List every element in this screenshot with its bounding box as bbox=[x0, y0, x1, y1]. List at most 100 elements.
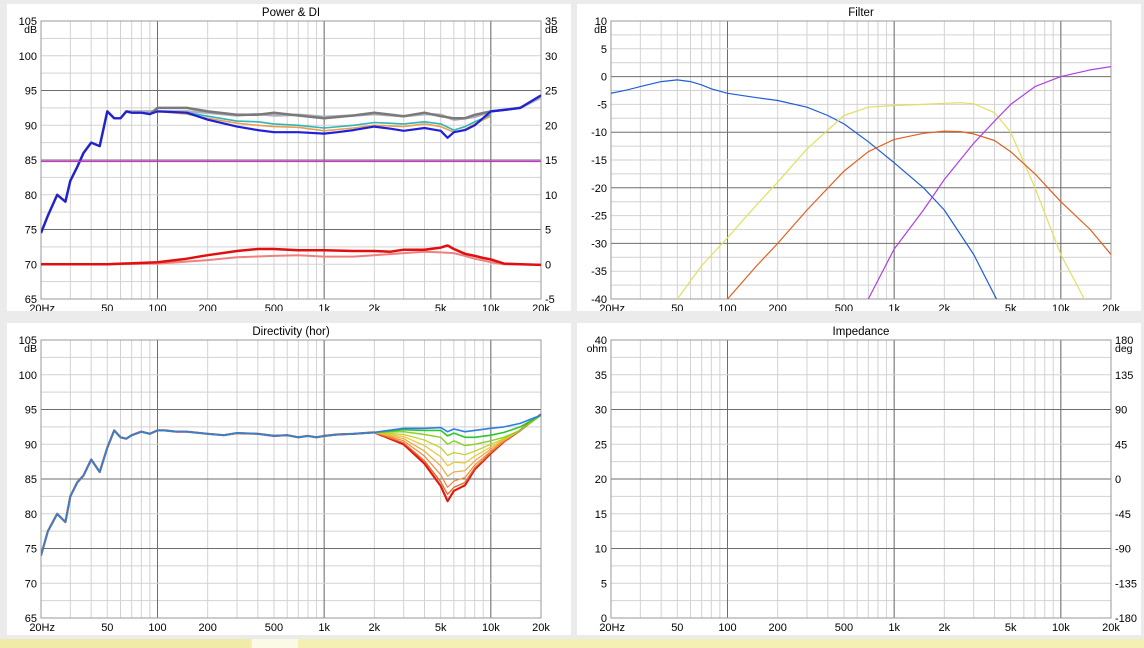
plot-frame bbox=[610, 20, 1112, 300]
x-tick-label: 100 bbox=[718, 303, 736, 311]
chart-title: Impedance bbox=[833, 326, 890, 338]
directivity-panel: Directivity (hor) 65 70 75 80 85 90 95 100 105 dB 2… bbox=[7, 323, 571, 635]
x-tick-label: 500 bbox=[835, 303, 853, 311]
y-tick-label: 0 bbox=[601, 72, 607, 84]
y2-tick-label: 45 bbox=[1115, 439, 1127, 451]
y-tick-label: 95 bbox=[25, 405, 37, 417]
y-tick-label: 5 bbox=[601, 578, 607, 590]
y2-tick-label: 5 bbox=[545, 225, 551, 237]
y-tick-label: 10 bbox=[595, 16, 607, 28]
x-tick-label: 500 bbox=[265, 622, 283, 634]
y-tick-label: -35 bbox=[591, 266, 607, 278]
y-tick-label: -30 bbox=[591, 238, 607, 250]
y-tick-label: 5 bbox=[601, 44, 607, 56]
chart-title: Directivity (hor) bbox=[252, 326, 329, 338]
status-bar-segment bbox=[300, 639, 1144, 648]
y2-axis-unit: deg bbox=[1115, 343, 1133, 355]
y-axis-unit: dB bbox=[24, 343, 37, 355]
y-tick-label: 75 bbox=[25, 544, 37, 556]
plot-area bbox=[41, 94, 541, 267]
y2-tick-label: 180 bbox=[1115, 335, 1133, 347]
y2-axis-unit: dB bbox=[545, 24, 558, 36]
y-tick-label: 30 bbox=[595, 405, 607, 417]
x-tick-label: 2k bbox=[939, 303, 951, 311]
y-tick-label: 105 bbox=[19, 335, 37, 347]
plot-frame bbox=[40, 339, 542, 619]
y-tick-label: 80 bbox=[25, 509, 37, 521]
y-axis-unit: dB bbox=[594, 24, 607, 36]
status-bar-segment bbox=[0, 639, 250, 648]
x-tick-label: 20k bbox=[532, 303, 550, 311]
x-tick-label: 20k bbox=[532, 622, 550, 634]
y-tick-label: 100 bbox=[19, 370, 37, 382]
y-tick-label: 75 bbox=[25, 225, 37, 237]
x-tick-label: 500 bbox=[835, 622, 853, 634]
x-tick-label: 50 bbox=[671, 622, 683, 634]
y2-tick-label: 0 bbox=[545, 259, 551, 271]
x-tick-label: 200 bbox=[198, 622, 216, 634]
y-tick-label: 65 bbox=[25, 613, 37, 625]
y-axis-unit: ohm bbox=[587, 343, 608, 355]
y-tick-label: 65 bbox=[25, 294, 37, 306]
y-tick-label: 80 bbox=[25, 190, 37, 202]
x-tick-label: 1k bbox=[888, 622, 900, 634]
y-tick-label: 100 bbox=[19, 51, 37, 63]
x-tick-label: 5k bbox=[435, 303, 447, 311]
x-tick-label: 1k bbox=[888, 303, 900, 311]
y2-tick-label: -135 bbox=[1115, 578, 1137, 590]
y-tick-label: 85 bbox=[25, 474, 37, 486]
series-line bbox=[676, 102, 1086, 299]
x-tick-label: 1k bbox=[318, 303, 330, 311]
x-tick-label: 20Hz bbox=[599, 303, 625, 311]
y-axis-unit: dB bbox=[24, 24, 37, 36]
x-tick-label: 20k bbox=[1102, 622, 1120, 634]
x-tick-label: 20Hz bbox=[29, 622, 55, 634]
x-tick-label: 5k bbox=[1005, 622, 1017, 634]
x-tick-label: 200 bbox=[198, 303, 216, 311]
series-line bbox=[41, 94, 541, 234]
y-tick-label: 95 bbox=[25, 86, 37, 98]
y-tick-label: -10 bbox=[591, 127, 607, 139]
y2-tick-label: 90 bbox=[1115, 405, 1127, 417]
y2-tick-label: -45 bbox=[1115, 509, 1131, 521]
y-tick-label: 70 bbox=[25, 259, 37, 271]
grid bbox=[40, 20, 542, 300]
y-tick-label: -25 bbox=[591, 211, 607, 223]
y2-tick-label: 0 bbox=[1115, 474, 1121, 486]
x-tick-label: 20Hz bbox=[29, 303, 55, 311]
series-line bbox=[41, 414, 541, 556]
plot-frame bbox=[610, 339, 1112, 619]
impedance-panel: Impedance 0 5 10 15 20 25 30 35 40 ohm -180 -135 -90 -… bbox=[577, 323, 1141, 635]
x-tick-label: 20k bbox=[1102, 303, 1120, 311]
y-tick-label: 25 bbox=[595, 439, 607, 451]
x-tick-label: 100 bbox=[148, 303, 166, 311]
series-line bbox=[611, 79, 998, 299]
y2-tick-label: -5 bbox=[545, 294, 555, 306]
x-tick-label: 200 bbox=[768, 303, 786, 311]
x-tick-label: 2k bbox=[939, 622, 951, 634]
y-tick-label: 10 bbox=[595, 544, 607, 556]
y-tick-label: 35 bbox=[595, 370, 607, 382]
x-tick-label: 1k bbox=[318, 622, 330, 634]
y-tick-label: 15 bbox=[595, 509, 607, 521]
filter-panel: Filter -40 -35 -30 -25 -20 -15 -10 -5 0 5 10 dB 20Hz 5… bbox=[577, 4, 1141, 311]
series-line bbox=[41, 250, 541, 266]
x-tick-label: 10k bbox=[482, 622, 500, 634]
chart-title: Filter bbox=[848, 7, 874, 19]
y-tick-label: 20 bbox=[595, 474, 607, 486]
x-tick-label: 10k bbox=[1052, 303, 1070, 311]
x-tick-label: 5k bbox=[435, 622, 447, 634]
y2-tick-label: -90 bbox=[1115, 544, 1131, 556]
y-tick-label: 70 bbox=[25, 578, 37, 590]
x-tick-label: 50 bbox=[671, 303, 683, 311]
x-tick-label: 10k bbox=[1052, 622, 1070, 634]
grid bbox=[610, 339, 1112, 619]
y2-tick-label: 30 bbox=[545, 51, 557, 63]
x-tick-label: 100 bbox=[148, 622, 166, 634]
y-tick-label: 85 bbox=[25, 155, 37, 167]
grid bbox=[40, 339, 542, 619]
y-tick-label: 0 bbox=[601, 613, 607, 625]
